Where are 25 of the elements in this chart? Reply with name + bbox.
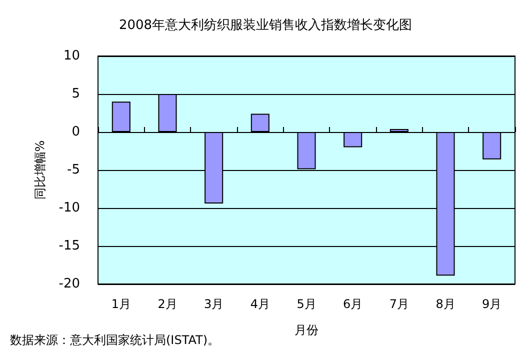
y-tick-label: 0: [72, 124, 80, 140]
y-tick-label: -20: [58, 276, 80, 292]
x-tick-label: 6月: [343, 297, 363, 311]
bar: [112, 102, 130, 132]
x-tick-label: 4月: [250, 297, 270, 311]
x-tick-label: 9月: [482, 297, 502, 311]
bar: [344, 132, 362, 148]
x-tick-label: 3月: [204, 297, 224, 311]
x-tick-label: 2月: [158, 297, 178, 311]
y-tick-label: 10: [63, 48, 80, 64]
y-tick-label: -10: [58, 200, 80, 216]
x-tick-label: 5月: [296, 297, 316, 311]
bar: [390, 128, 408, 132]
y-tick-label: -5: [67, 162, 80, 178]
x-tick-label: 1月: [111, 297, 131, 311]
bar: [482, 132, 502, 160]
x-axis-title: 月份: [294, 323, 318, 337]
y-tick-label: -15: [58, 238, 80, 254]
chart-title: 2008年意大利纺织服装业销售收入指数增长变化图: [118, 18, 412, 33]
x-tick-label: 8月: [436, 297, 456, 311]
y-axis-title: 同比增幅%: [33, 140, 47, 200]
y-tick-label: 5: [72, 86, 80, 102]
bar: [250, 114, 270, 132]
source-note: 数据来源：意大利国家统计局(ISTAT)。: [10, 333, 220, 347]
x-tick-label: 7月: [389, 297, 409, 311]
